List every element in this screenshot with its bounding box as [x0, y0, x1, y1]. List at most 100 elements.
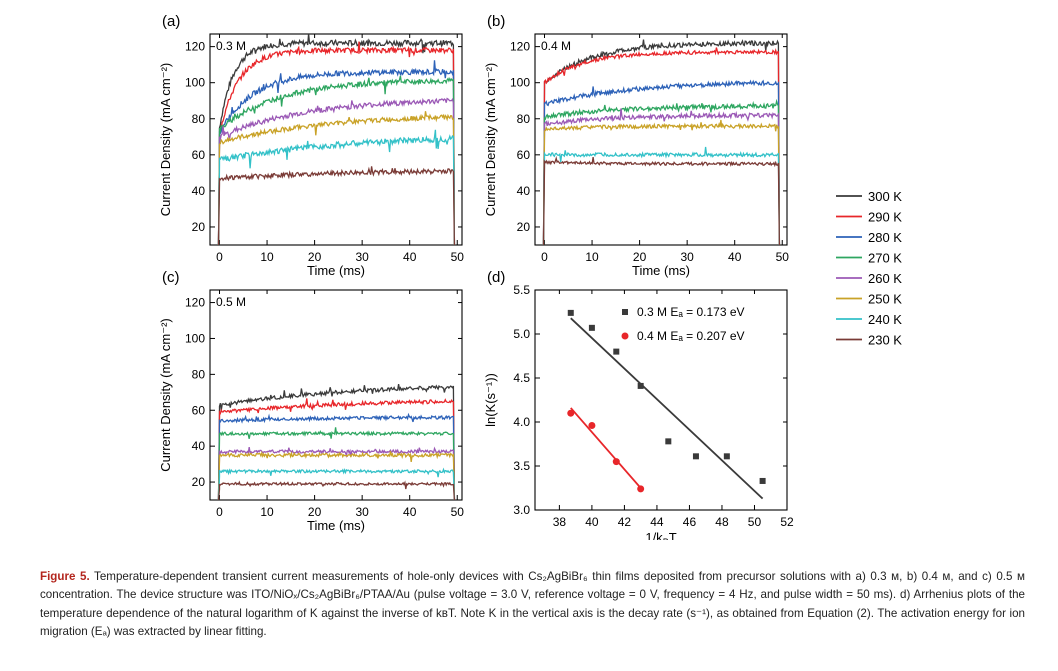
x-tick-label: 38 [553, 515, 567, 529]
y-tick-label: 80 [517, 112, 531, 126]
series-line-270-k [217, 75, 456, 245]
legend-label: 300 K [868, 189, 902, 204]
series-line-260-k [217, 446, 456, 500]
series-line-280-k [542, 79, 781, 245]
panel-c: (c) 0 10 20 30 40 50 20 40 60 80 100 120 Time (ms) Cur… [158, 269, 464, 533]
y-tick-label: 100 [510, 76, 530, 90]
y-tick-label: 5.0 [513, 327, 530, 341]
y-tick-label: 40 [192, 439, 206, 453]
y-axis-label: Current Density (mA cm⁻²) [483, 63, 498, 217]
y-axis-label: Current Density (mA cm⁻²) [158, 318, 173, 472]
series-line-250-k [542, 119, 781, 245]
series-line-270-k [217, 427, 456, 500]
data-point [588, 422, 596, 430]
x-tick-label: 10 [260, 505, 274, 519]
x-tick-label: 20 [633, 250, 647, 264]
data-point [567, 309, 574, 316]
x-tick-label: 40 [585, 515, 599, 529]
data-point [759, 477, 766, 484]
legend-label: 240 K [868, 312, 902, 327]
y-tick-label: 100 [185, 76, 205, 90]
x-tick-label: 10 [260, 250, 274, 264]
x-tick-label: 40 [403, 505, 417, 519]
legend-label: 280 K [868, 230, 902, 245]
x-tick-label: 20 [308, 250, 322, 264]
x-tick-label: 44 [650, 515, 664, 529]
series-line-300-k [217, 383, 456, 500]
y-tick-label: 120 [510, 40, 530, 54]
x-tick-label: 10 [585, 250, 599, 264]
plot-frame [534, 33, 788, 246]
series-line-270-k [542, 98, 781, 245]
y-tick-label: 120 [185, 40, 205, 54]
data-point [613, 348, 620, 355]
y-tick-label: 40 [192, 184, 206, 198]
series-line-250-k [217, 111, 456, 245]
x-tick-label: 20 [308, 505, 322, 519]
x-tick-label: 30 [355, 505, 369, 519]
data-point [567, 409, 575, 417]
plot-area [217, 34, 456, 245]
plot-area [567, 309, 766, 500]
x-axis-label: 1/kBT [645, 530, 676, 540]
legend-label: 260 K [868, 271, 902, 286]
fit-line-1 [570, 407, 642, 489]
x-tick-label: 52 [780, 515, 794, 529]
panel-label: (b) [487, 13, 505, 30]
series-line-280-k [217, 60, 456, 245]
data-point [637, 382, 644, 389]
x-axis-label: Time (ms) [307, 263, 365, 278]
y-tick-label: 120 [185, 296, 205, 310]
series-line-260-k [217, 97, 456, 245]
series-line-280-k [217, 412, 456, 500]
x-tick-label: 40 [403, 250, 417, 264]
data-point [723, 453, 730, 460]
x-tick-label: 50 [451, 250, 465, 264]
plot-frame [534, 289, 788, 511]
concentration-label: 0.5 M [216, 295, 246, 309]
y-tick-label: 100 [185, 331, 205, 345]
y-tick-label: 80 [192, 367, 206, 381]
plot-frame [209, 33, 463, 246]
series-line-290-k [542, 47, 781, 245]
series-line-240-k [217, 467, 456, 500]
x-tick-label: 0 [216, 505, 223, 519]
series-line-300-k [217, 34, 456, 245]
panel-d: (d) 38 40 42 44 46 48 50 52 3.0 3.5 4.0 4.5 5.0 5.5 1/k… [483, 269, 794, 540]
data-point [612, 458, 620, 466]
series-line-250-k [217, 450, 456, 500]
y-tick-label: 20 [192, 220, 206, 234]
panel-a: (a) 0 10 20 30 40 50 20 40 60 80 100 120 Time (ms) Cur… [158, 13, 464, 278]
x-tick-label: 50 [451, 505, 465, 519]
legend-label: 290 K [868, 210, 902, 225]
data-point [692, 453, 699, 460]
series-line-260-k [542, 108, 781, 245]
x-tick-label: 50 [748, 515, 762, 529]
data-point [665, 438, 672, 445]
panel-label: (c) [162, 269, 180, 286]
y-tick-label: 3.0 [513, 503, 530, 517]
y-tick-label: 20 [192, 475, 206, 489]
y-axis-label: Current Density (mA cm⁻²) [158, 63, 173, 217]
x-tick-label: 0 [216, 250, 223, 264]
series-line-290-k [217, 398, 456, 500]
data-point [588, 324, 595, 331]
y-tick-label: 4.0 [513, 415, 530, 429]
x-tick-label: 50 [776, 250, 790, 264]
y-tick-label: 60 [192, 148, 206, 162]
plot-frame [209, 289, 463, 501]
concentration-label: 0.3 M [216, 39, 246, 53]
y-tick-label: 4.5 [513, 371, 530, 385]
series-line-230-k [542, 155, 781, 245]
plot-area [542, 39, 781, 245]
x-tick-label: 42 [618, 515, 632, 529]
figure-caption: Figure 5. Temperature-dependent transien… [40, 568, 1025, 642]
data-point [637, 485, 645, 493]
x-axis-label: Time (ms) [307, 518, 365, 533]
x-tick-label: 30 [355, 250, 369, 264]
panel-label: (d) [487, 269, 505, 286]
y-tick-label: 40 [517, 184, 531, 198]
series-line-300-k [542, 39, 781, 245]
x-axis-label: Time (ms) [632, 263, 690, 278]
